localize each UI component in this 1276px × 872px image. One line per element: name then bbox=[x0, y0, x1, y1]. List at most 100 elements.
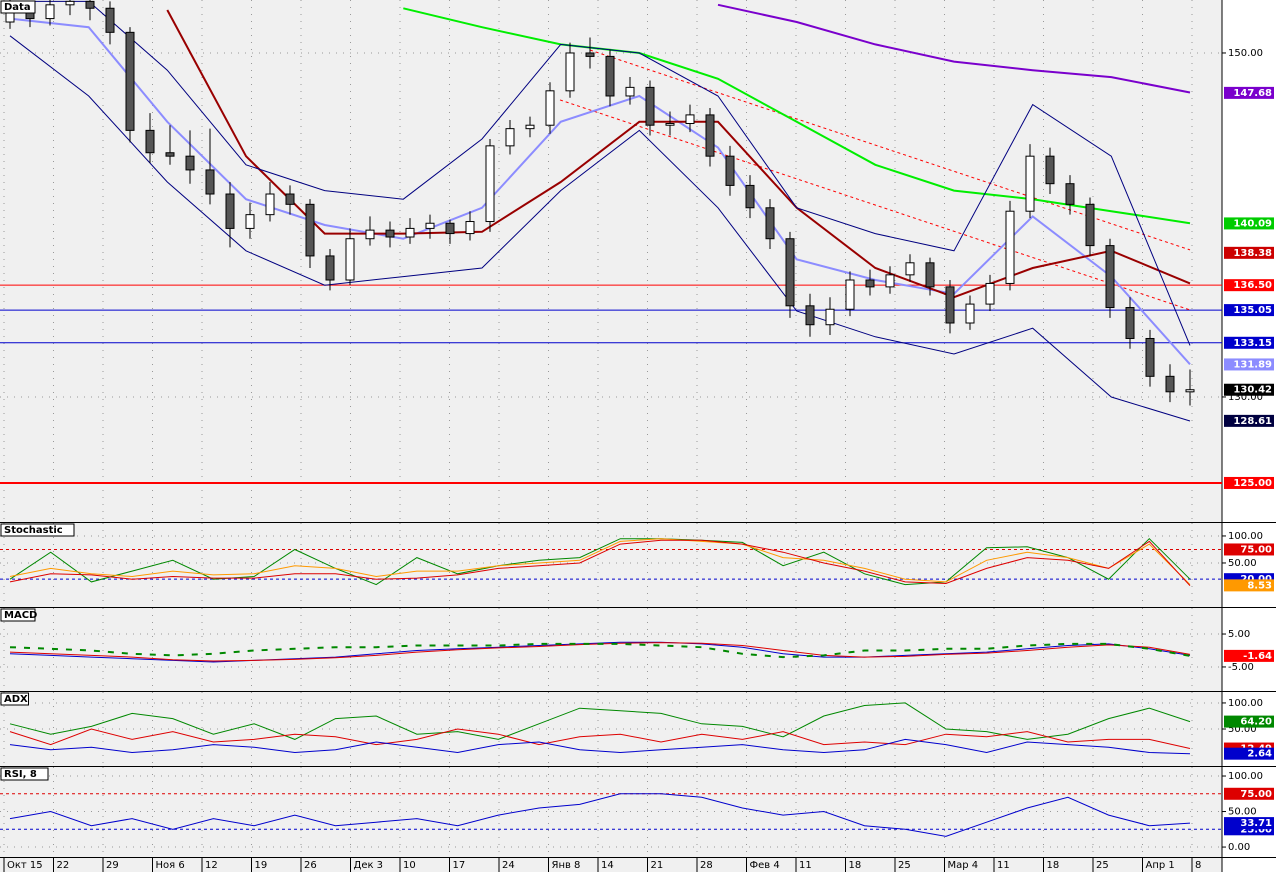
indicator-line bbox=[10, 0, 1191, 346]
candle-body bbox=[1185, 389, 1195, 393]
price-label: 138.38 bbox=[1233, 248, 1272, 259]
price-label-box bbox=[1224, 383, 1274, 396]
candle-body bbox=[885, 274, 895, 288]
price-label-box bbox=[1224, 279, 1274, 292]
candle-body bbox=[1065, 183, 1075, 205]
candle-body bbox=[345, 238, 355, 281]
price-label-box bbox=[1224, 476, 1274, 489]
candle-body bbox=[245, 214, 255, 229]
indicator-line bbox=[9, 702, 1191, 740]
indicator-line bbox=[9, 738, 1191, 755]
x-tick-label: 24 bbox=[502, 860, 515, 871]
x-tick-label: 22 bbox=[57, 860, 70, 871]
x-tick-label: 8 bbox=[1195, 860, 1201, 871]
indicator-line bbox=[717, 3, 1191, 94]
candle-body bbox=[65, 0, 75, 6]
x-tick-label: 19 bbox=[255, 860, 268, 871]
candle-body bbox=[365, 229, 375, 240]
candle-body bbox=[185, 155, 195, 171]
candle-body bbox=[485, 145, 495, 223]
price-label: 25.00 bbox=[1240, 824, 1272, 835]
candle-body bbox=[805, 305, 815, 326]
x-tick-label: 12 bbox=[205, 860, 218, 871]
x-tick-label: 21 bbox=[651, 860, 664, 871]
candle-body bbox=[765, 207, 775, 240]
price-label: -1.64 bbox=[1243, 651, 1272, 662]
indicator-line bbox=[9, 35, 1191, 422]
x-tick-label: 26 bbox=[304, 860, 317, 871]
candle-body bbox=[1145, 337, 1155, 377]
price-label: 2.64 bbox=[1247, 749, 1272, 760]
x-tick-label: 11 bbox=[997, 860, 1010, 871]
y-tick-label: 130.00 bbox=[1228, 392, 1263, 403]
panel-title-box bbox=[0, 692, 29, 706]
indicator-line bbox=[403, 7, 1191, 225]
x-tick-label: 18 bbox=[1047, 860, 1060, 871]
candle-body bbox=[605, 55, 615, 97]
indicator-line bbox=[9, 538, 1191, 585]
panel-title: MACD bbox=[4, 610, 37, 621]
indicator-line bbox=[9, 642, 1191, 659]
candle-body bbox=[265, 193, 275, 216]
candle-body bbox=[505, 128, 515, 147]
candle-body bbox=[1165, 375, 1175, 393]
candle-body bbox=[205, 169, 215, 195]
candle-body bbox=[145, 129, 155, 154]
price-label: 135.05 bbox=[1233, 305, 1272, 316]
y-tick-label: 50.00 bbox=[1228, 558, 1257, 569]
price-label: 133.15 bbox=[1233, 338, 1272, 349]
x-tick-label: 14 bbox=[601, 860, 614, 871]
price-label: 125.00 bbox=[1233, 478, 1272, 489]
candle-body bbox=[325, 255, 335, 281]
x-tick-label: 25 bbox=[1096, 860, 1109, 871]
x-tick-label: Ноя 6 bbox=[156, 860, 185, 871]
price-label: 147.68 bbox=[1233, 88, 1272, 99]
x-tick-label: Окт 15 bbox=[7, 860, 43, 871]
price-label-box bbox=[1224, 787, 1274, 800]
x-tick-label: 25 bbox=[898, 860, 911, 871]
y-tick-label: 100.00 bbox=[1228, 531, 1263, 542]
price-label: 131.89 bbox=[1233, 359, 1272, 370]
x-tick-label: Мар 4 bbox=[948, 860, 979, 871]
candle-body bbox=[1005, 210, 1015, 284]
candle-body bbox=[985, 282, 995, 305]
candle-body bbox=[825, 308, 835, 326]
panel-title-box bbox=[0, 523, 75, 537]
indicator-line bbox=[166, 9, 1191, 299]
x-tick-label: 11 bbox=[799, 860, 812, 871]
candle-body bbox=[1125, 307, 1135, 339]
y-tick-label: 100.00 bbox=[1228, 771, 1263, 782]
y-tick-label: 50.00 bbox=[1228, 724, 1257, 735]
price-label-box bbox=[1224, 304, 1274, 317]
trendline bbox=[559, 99, 1191, 311]
price-label: 136.50 bbox=[1233, 280, 1272, 291]
price-label-box bbox=[1224, 715, 1274, 728]
candle-body bbox=[405, 227, 415, 238]
candle-body bbox=[685, 114, 695, 124]
panel-title: ADX bbox=[4, 694, 28, 705]
price-label-box bbox=[1224, 246, 1274, 259]
x-tick-label: Фев 4 bbox=[750, 860, 780, 871]
candle-body bbox=[45, 4, 55, 20]
candle-body bbox=[465, 221, 475, 235]
indicator-line bbox=[9, 539, 1191, 587]
x-tick-label: Янв 8 bbox=[552, 860, 581, 871]
candle-body bbox=[865, 279, 875, 288]
candle-body bbox=[585, 52, 595, 57]
price-label-box bbox=[1224, 817, 1274, 830]
x-tick-label: 28 bbox=[700, 860, 713, 871]
x-tick-label: 29 bbox=[106, 860, 119, 871]
candle-body bbox=[1105, 245, 1115, 309]
price-label-box bbox=[1224, 579, 1274, 592]
price-label-box bbox=[1224, 358, 1274, 371]
candle-body bbox=[165, 152, 175, 157]
y-tick-label: 50.00 bbox=[1228, 807, 1257, 818]
candle-body bbox=[965, 303, 975, 324]
panel-title: Data bbox=[4, 2, 31, 13]
x-tick-label: Апр 1 bbox=[1146, 860, 1175, 871]
candle-body bbox=[1045, 155, 1055, 185]
candle-body bbox=[665, 122, 675, 126]
price-label: 140.09 bbox=[1233, 218, 1272, 229]
